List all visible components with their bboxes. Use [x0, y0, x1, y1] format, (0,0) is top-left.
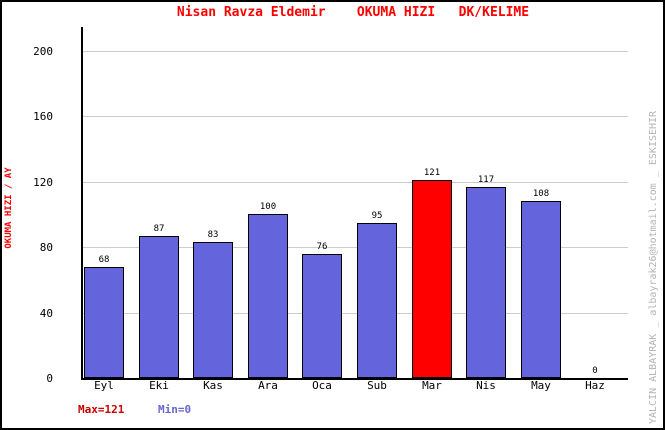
gridline-120: [83, 181, 628, 183]
max-value-label: Max=121: [78, 403, 125, 416]
bar-value-label: 87: [153, 224, 165, 234]
x-tick-label-May: May: [531, 379, 551, 392]
x-tick-label-Kas: Kas: [203, 379, 223, 392]
bar-value-label: 121: [423, 168, 441, 178]
bar-Oca: [302, 254, 342, 378]
y-axis-title: OKUMA HIZI / AY: [4, 167, 14, 249]
y-tick-label: 200: [33, 45, 53, 58]
gridline-200: [83, 51, 628, 52]
bar-value-label: 68: [98, 255, 110, 265]
watermark-text: YALCIN ALBAYRAK _ albayrak26@hotmail.com…: [648, 110, 659, 424]
y-tick-label: 40: [39, 306, 53, 320]
bar-value-label: 95: [371, 211, 383, 221]
bar-Eyl: [84, 267, 124, 378]
bar-value-label: 76: [316, 242, 328, 252]
x-tick-label-Ara: Ara: [258, 379, 278, 392]
bar-value-label: 0: [592, 366, 598, 376]
x-tick-label-Sub: Sub: [367, 379, 387, 392]
y-tick-label: 0: [46, 372, 53, 385]
x-tick-label-Eyl: Eyl: [94, 379, 114, 392]
x-tick-label-Haz: Haz: [585, 379, 605, 392]
bar-May: [521, 201, 561, 378]
bar-value-label: 108: [532, 189, 550, 199]
chart-title: Nisan Ravza Eldemir OKUMA HIZI DK/KELIME: [176, 5, 530, 20]
bar-Kas: [193, 242, 233, 378]
bar-Sub: [357, 223, 397, 378]
min-value-label: Min=0: [158, 403, 192, 416]
y-axis-line: [81, 27, 83, 380]
bar-value-label: 117: [477, 175, 495, 185]
bar-Eki: [139, 236, 179, 378]
x-axis-line: [81, 378, 628, 380]
y-tick-label: 80: [39, 241, 53, 255]
bar-value-label: 100: [259, 202, 277, 212]
gridline-160: [83, 116, 628, 118]
x-tick-label-Eki: Eki: [149, 379, 169, 392]
y-tick-label: 160: [33, 110, 53, 124]
x-tick-label-Nis: Nis: [476, 379, 496, 392]
y-tick-label: 120: [33, 175, 53, 189]
gridline-40: [83, 312, 628, 314]
x-tick-label-Mar: Mar: [422, 379, 442, 392]
bar-value-label: 83: [207, 230, 219, 240]
gridline-80: [83, 247, 628, 249]
bar-Mar: [412, 180, 452, 378]
x-tick-label-Oca: Oca: [312, 379, 332, 392]
bar-Ara: [248, 214, 288, 378]
bar-Nis: [466, 187, 506, 378]
